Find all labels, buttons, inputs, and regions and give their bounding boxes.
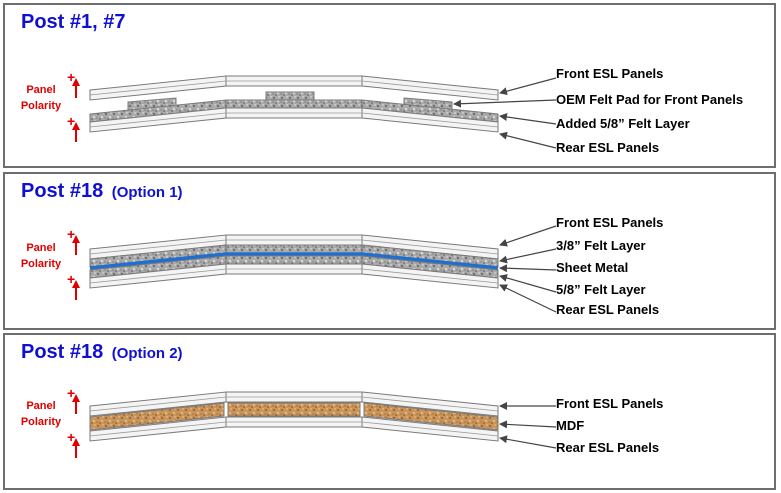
label-rear-esl-panels: Rear ESL Panels [556,302,660,317]
rear-esl-panel-divider [89,112,499,128]
label-front-esl-panels: Front ESL Panels [556,215,664,230]
panel-title: Post #18 (Option 1) [21,180,183,203]
polarity-line-2: Polarity [20,100,62,112]
label-arrow [499,131,557,149]
polarity-line-1: Panel [26,242,56,254]
label-arrow [499,113,557,125]
label-added-felt-layer: Added 5/8” Felt Layer [556,116,690,131]
label-arrow [499,284,557,313]
polarity-arrow-head [72,78,80,86]
polarity-line-2: Polarity [20,258,62,270]
label-arrow [499,420,557,429]
option-label: (Option 2) [111,345,183,362]
added-felt-layer [225,99,363,109]
mdf-layer [89,402,225,431]
post-title: Post #18 [21,180,104,202]
post-title: Post #1, #7 [21,11,126,33]
rear-esl-panel-divider [89,421,499,437]
label-arrow [499,274,557,293]
label-front-esl-panels: Front ESL Panels [556,396,664,411]
panel-title: Post #1, #7 [21,11,126,34]
polarity-arrow-head [72,280,80,288]
label-rear-esl-panels: Rear ESL Panels [556,440,660,455]
label-arrow [499,248,557,264]
front-esl-panel-divider [89,80,499,96]
front-esl-panel-divider [89,396,499,412]
polarity-plus-sign: + [67,385,75,401]
polarity-plus-sign: + [67,113,75,129]
polarity-arrow-head [72,394,80,402]
polarity-plus-sign: + [67,429,75,445]
polarity-plus-sign: + [67,226,75,242]
oem-felt-pad [265,91,315,101]
polarity-line-1: Panel [26,84,56,96]
label-arrow [499,77,557,96]
panel-polarity-label: Panel Polarity [20,398,62,430]
label-front-esl-panels: Front ESL Panels [556,66,664,81]
felt-layer-5-8 [225,255,363,265]
panel-title: Post #18 (Option 2) [21,341,183,364]
label-arrow [499,435,557,449]
mdf-layer [363,402,499,431]
label-rear-esl-panels: Rear ESL Panels [556,140,660,155]
option-label: (Option 1) [111,184,183,201]
panel-polarity-label: Panel Polarity [20,240,62,272]
label-felt-layer-5-8: 5/8” Felt Layer [556,282,646,297]
polarity-line-1: Panel [26,400,56,412]
polarity-arrow-head [72,438,80,446]
mdf-layer [227,402,361,417]
front-esl-panel-divider [89,239,499,255]
label-oem-felt-pad: OEM Felt Pad for Front Panels [556,92,744,107]
polarity-line-2: Polarity [20,416,62,428]
sheet-metal-layer [89,252,499,270]
polarity-arrow-head [72,235,80,243]
label-arrow [499,225,557,247]
label-arrow [499,264,557,273]
label-arrow [453,99,557,108]
polarity-arrow-head [72,122,80,130]
post-title: Post #18 [21,341,104,363]
polarity-plus-sign: + [67,69,75,85]
label-felt-layer-3-8: 3/8” Felt Layer [556,238,646,253]
label-mdf: MDF [556,418,585,433]
panel-polarity-label: Panel Polarity [20,82,62,114]
felt-layer-3-8 [225,244,363,254]
label-sheet-metal: Sheet Metal [556,260,629,275]
polarity-plus-sign: + [67,271,75,287]
rear-esl-panel-divider [89,268,499,284]
